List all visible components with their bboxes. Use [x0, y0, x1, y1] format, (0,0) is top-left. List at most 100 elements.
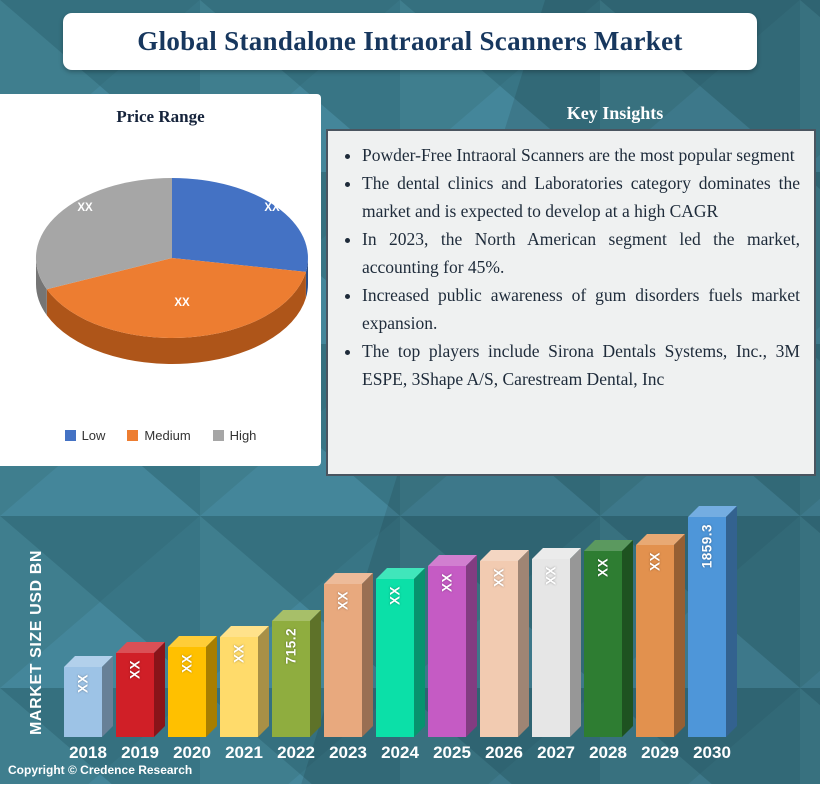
- bar-year-label: 2024: [381, 743, 419, 762]
- bar-column-2022: 715.2: [272, 610, 321, 737]
- bar-front-face: [584, 551, 622, 737]
- legend-item-high: High: [212, 428, 257, 443]
- pie-slice-low: [172, 178, 308, 272]
- bar-side-face: [466, 555, 477, 737]
- bar-year-label: 2028: [589, 743, 627, 762]
- bar-side-face: [414, 568, 425, 737]
- bar-front-face: [324, 584, 362, 737]
- pie-slice-high: [35, 178, 172, 290]
- bar-value-label: XX: [491, 568, 507, 588]
- bar-2028: XX 2028: [584, 540, 633, 763]
- bar-column-2021: XX: [220, 626, 269, 737]
- bar-side-face: [674, 534, 685, 737]
- bar-value-label: 1859.3: [699, 524, 715, 569]
- page-title-box: Global Standalone Intraoral Scanners Mar…: [63, 13, 757, 70]
- bar-2019: XX 2019: [116, 642, 165, 763]
- key-insights-box: Powder-Free Intraoral Scanners are the m…: [326, 129, 816, 476]
- bar-2025: XX 2025: [428, 555, 477, 763]
- bar-year-label: 2027: [537, 743, 575, 762]
- bar-side-face: [518, 550, 529, 737]
- pie-rim-high: [35, 258, 47, 316]
- bar-column-2030: 1859.3: [688, 506, 737, 737]
- key-insight-item: The top players include Sirona Dentals S…: [362, 337, 800, 393]
- bar-side-face: [362, 573, 373, 737]
- bar-front-face: [220, 637, 258, 737]
- bar-value-label: XX: [439, 573, 455, 593]
- bar-value-label: XX: [543, 566, 559, 586]
- key-insight-item: The dental clinics and Laboratories cate…: [362, 169, 800, 225]
- bar-value-label: XX: [387, 586, 403, 606]
- bar-2024: XX 2024: [376, 568, 425, 763]
- bar-front-face: [376, 579, 414, 737]
- legend-label: Medium: [144, 428, 191, 443]
- key-insight-item: Powder-Free Intraoral Scanners are the m…: [362, 141, 800, 169]
- bar-year-label: 2026: [485, 743, 523, 762]
- bar-2018: XX 2018: [64, 656, 113, 763]
- bar-2030: 1859.3 2030: [688, 506, 737, 763]
- bar-2026: XX 2026: [480, 550, 529, 763]
- key-insight-item: In 2023, the North American segment led …: [362, 225, 800, 281]
- bar-column-2020: XX: [168, 636, 217, 737]
- bar-column-2028: XX: [584, 540, 633, 737]
- bar-value-label: 715.2: [283, 628, 299, 665]
- bottom-border-strip: [0, 784, 820, 788]
- legend-item-low: Low: [64, 428, 106, 443]
- bar-column-2027: XX: [532, 548, 581, 737]
- bar-side-face: [726, 506, 737, 737]
- bar-2020: XX 2020: [168, 636, 217, 763]
- bar-value-label: XX: [231, 644, 247, 664]
- legend-swatch-high: [212, 430, 224, 441]
- key-insights-heading: Key Insights: [566, 103, 664, 123]
- copyright: Copyright © Credence Research: [8, 763, 193, 777]
- bar-value-label: XX: [335, 591, 351, 611]
- bar-column-2024: XX: [376, 568, 425, 737]
- bar-column-2023: XX: [324, 573, 373, 737]
- bar-2023: XX 2023: [324, 573, 373, 763]
- key-insight-item: Increased public awareness of gum disord…: [362, 281, 800, 337]
- bar-side-face: [102, 656, 113, 737]
- bar-value-label: XX: [75, 674, 91, 694]
- legend-label: High: [229, 428, 257, 443]
- bar-chart-bars: XX 2018 XX 2019 XX 2020 XX 2021 715.2 2022 XX 2023 X…: [64, 506, 737, 763]
- bar-side-face: [206, 636, 217, 737]
- bar-2021: XX 2021: [220, 626, 269, 763]
- bar-column-2018: XX: [64, 656, 113, 737]
- bar-year-label: 2025: [433, 743, 471, 762]
- pie-rim-low: [305, 258, 308, 298]
- bar-side-face: [154, 642, 165, 737]
- legend-swatch-low: [64, 430, 76, 441]
- bar-year-label: 2029: [641, 743, 679, 762]
- bar-front-face: [532, 559, 570, 737]
- page-title: Global Standalone Intraoral Scanners Mar…: [137, 26, 683, 56]
- bar-front-face: [428, 566, 466, 737]
- bar-front-face: [168, 647, 206, 737]
- bar-year-label: 2021: [225, 743, 263, 762]
- legend-label: Low: [81, 428, 106, 443]
- bar-year-label: 2018: [69, 743, 107, 762]
- bar-front-face: [480, 561, 518, 737]
- bar-column-2019: XX: [116, 642, 165, 737]
- pie-legend: Low Medium High: [0, 428, 321, 443]
- pie-slice-medium: [46, 258, 306, 339]
- bar-front-face: [636, 545, 674, 737]
- bar-column-2029: XX: [636, 534, 685, 737]
- key-insights-list: Powder-Free Intraoral Scanners are the m…: [336, 141, 800, 393]
- bar-2027: XX 2027: [532, 548, 581, 763]
- legend-item-medium: Medium: [127, 428, 191, 443]
- bar-value-label: XX: [127, 660, 143, 680]
- bar-value-label: XX: [595, 558, 611, 578]
- bar-year-label: 2030: [693, 743, 731, 762]
- bar-side-face: [310, 610, 321, 737]
- y-axis-label: MARKET SIZE USD BN: [28, 549, 45, 735]
- legend-swatch-medium: [127, 430, 139, 441]
- bar-front-face: [688, 517, 726, 737]
- bar-column-2025: XX: [428, 555, 477, 737]
- bar-side-face: [570, 548, 581, 737]
- bar-value-label: XX: [647, 552, 663, 572]
- bar-year-label: 2023: [329, 743, 367, 762]
- bar-2029: XX 2029: [636, 534, 685, 763]
- bar-year-label: 2022: [277, 743, 315, 762]
- bar-column-2026: XX: [480, 550, 529, 737]
- bar-front-face: [272, 621, 310, 737]
